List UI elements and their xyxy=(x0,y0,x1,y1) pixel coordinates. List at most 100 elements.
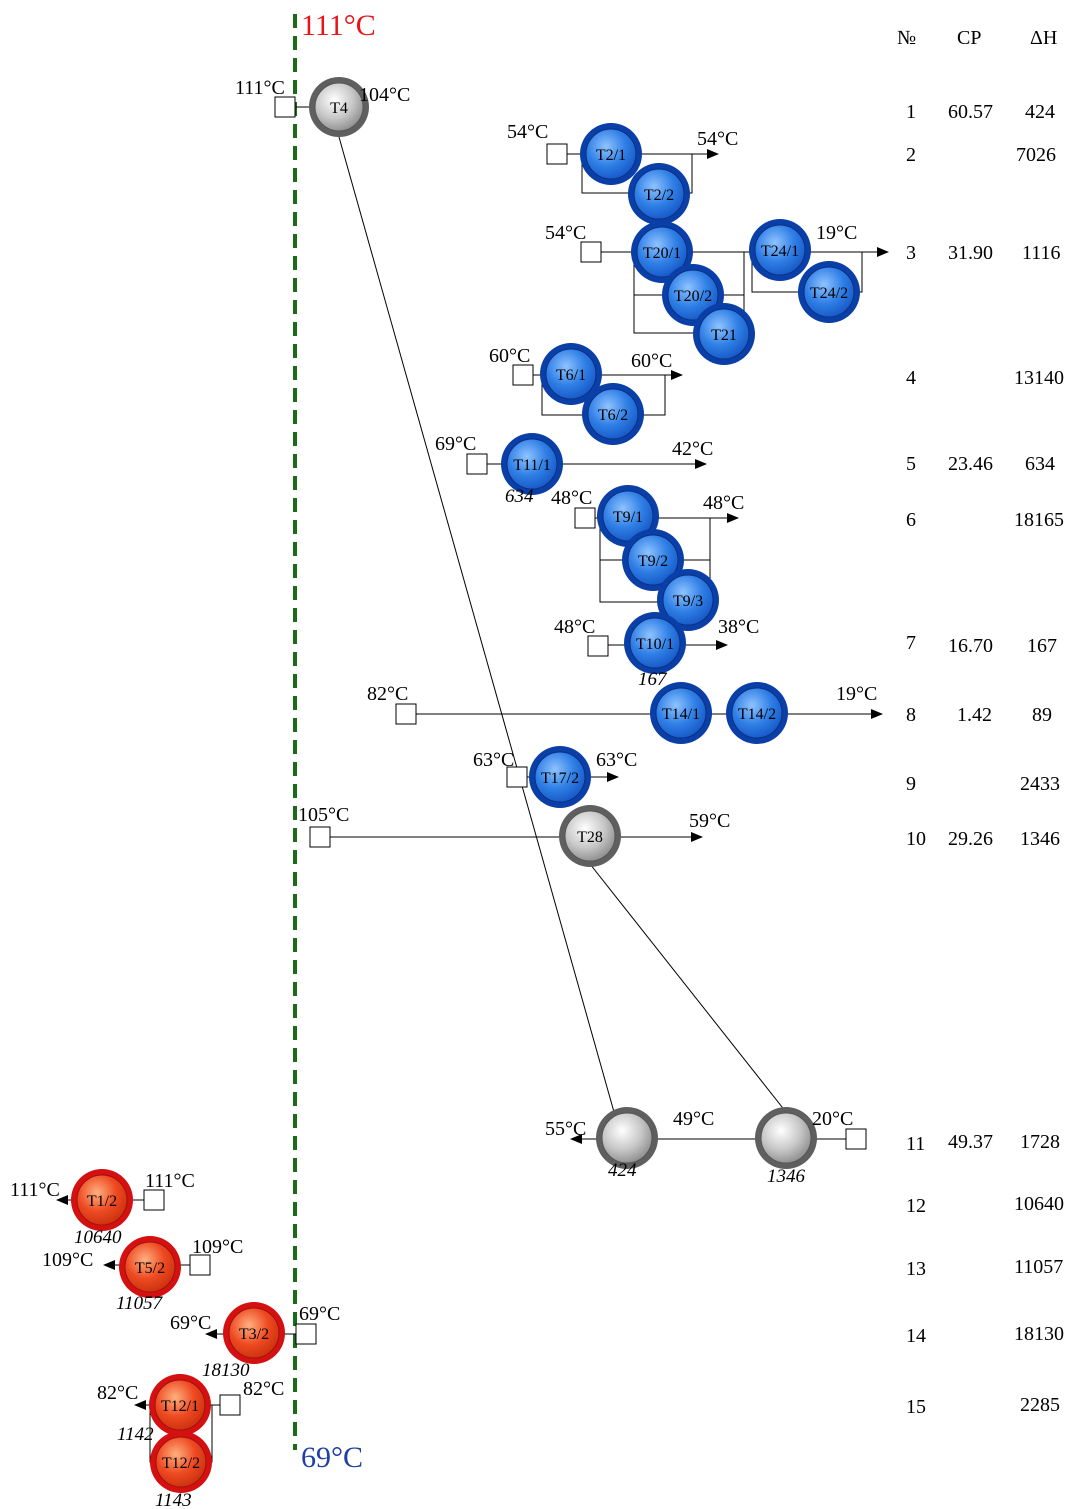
match-connector xyxy=(338,136,615,1113)
table-header-no: № xyxy=(897,27,916,49)
temp-label: 20°C xyxy=(812,1108,853,1130)
table-row: 15 2285 xyxy=(906,1394,1060,1418)
unit-T3/2[interactable]: T3/2 xyxy=(223,1302,285,1364)
pinch-top-label: 111°C xyxy=(301,9,376,42)
table-row: 2 7026 xyxy=(906,144,1056,166)
table-row: 9 2433 xyxy=(906,773,1060,795)
row-cp: 1.42 xyxy=(957,704,992,726)
unit-T14/2[interactable]: T14/2 xyxy=(726,682,788,744)
unit-T2/2[interactable]: T2/2 xyxy=(628,163,690,225)
unit-T9/3[interactable]: T9/3 xyxy=(657,569,719,631)
row-dh: 634 xyxy=(1025,453,1055,475)
table-row: 1 60.57 424 xyxy=(906,101,1055,123)
pinch-bottom-label: 69°C xyxy=(301,1441,363,1474)
table-row: 13 11057 xyxy=(906,1256,1063,1280)
temp-label: 69°C xyxy=(435,433,476,455)
unit-label: T1/2 xyxy=(87,1193,117,1210)
temp-label: 104°C xyxy=(359,84,410,106)
unit-label: T17/2 xyxy=(541,770,579,787)
table-row: 12 10640 xyxy=(906,1193,1064,1217)
row-no: 12 xyxy=(906,1195,926,1217)
unit-T17/2[interactable]: T17/2 xyxy=(529,746,591,808)
unit-label: T20/2 xyxy=(674,288,712,305)
temp-label: 60°C xyxy=(631,350,672,372)
row-cp: 60.57 xyxy=(948,101,993,123)
unit-label: T4 xyxy=(330,100,348,117)
unit-label: T21 xyxy=(711,327,737,344)
temp-label: 63°C xyxy=(596,749,637,771)
unit-label: T9/1 xyxy=(613,509,643,526)
row-dh: 167 xyxy=(1027,635,1057,657)
unit-T10/1[interactable]: T10/1 xyxy=(624,612,686,674)
row-dh: 1346 xyxy=(1020,828,1060,850)
unit-T4[interactable]: T4 xyxy=(309,77,369,137)
branch-line xyxy=(633,252,745,334)
temp-label: 82°C xyxy=(243,1378,284,1400)
row-dh: 2285 xyxy=(1020,1394,1060,1416)
row-no: 11 xyxy=(906,1133,925,1155)
table-row: 4 13140 xyxy=(906,367,1064,389)
unit-label: T28 xyxy=(577,829,603,846)
unit-label: T9/3 xyxy=(673,593,703,610)
row-dh: 13140 xyxy=(1014,367,1064,389)
unit-T12/2[interactable]: T12/2 xyxy=(150,1431,212,1493)
temp-label: 82°C xyxy=(97,1382,138,1404)
unit-T6/2[interactable]: T6/2 xyxy=(582,383,644,445)
unit-HX2[interactable] xyxy=(755,1107,817,1169)
unit-T24/2[interactable]: T24/2 xyxy=(798,261,860,323)
temp-label: 69°C xyxy=(299,1303,340,1325)
row-dh: 18130 xyxy=(1014,1323,1064,1345)
stream-source-square xyxy=(309,826,331,848)
temp-label: 49°C xyxy=(673,1108,714,1130)
unit-T28[interactable]: T28 xyxy=(559,805,621,867)
unit-T20/1[interactable]: T20/1 xyxy=(631,221,693,283)
table-row: 7 16.70 167 xyxy=(906,632,1057,657)
row-dh: 1116 xyxy=(1022,242,1061,264)
unit-T14/1[interactable]: T14/1 xyxy=(650,682,712,744)
temp-label: 63°C xyxy=(473,749,514,771)
unit-label: T9/2 xyxy=(638,553,668,570)
unit-label: T24/2 xyxy=(810,285,848,302)
row-dh: 11057 xyxy=(1014,1256,1063,1278)
unit-label: T14/2 xyxy=(738,706,776,723)
unit-T6/1[interactable]: T6/1 xyxy=(540,343,602,405)
unit-T9/2[interactable]: T9/2 xyxy=(622,529,684,591)
unit-HX1[interactable] xyxy=(596,1107,658,1169)
stream-sources xyxy=(143,96,867,1416)
row-no: 14 xyxy=(906,1325,926,1347)
row-no: 15 xyxy=(906,1396,926,1418)
temp-label: 38°C xyxy=(718,616,759,638)
unit-T2/1[interactable]: T2/1 xyxy=(580,123,642,185)
temp-label: 48°C xyxy=(554,616,595,638)
stream-source-square xyxy=(295,1323,317,1345)
unit-T1/2[interactable]: T1/2 xyxy=(71,1169,133,1231)
table-header-dh: ΔH xyxy=(1030,27,1057,49)
unit-label: T14/1 xyxy=(662,706,700,723)
duty-label: 167 xyxy=(638,669,668,690)
temp-label: 69°C xyxy=(170,1312,211,1334)
temp-label: 111°C xyxy=(10,1179,60,1201)
temp-label: 111°C xyxy=(145,1170,195,1192)
stream-source-square xyxy=(506,766,528,788)
temp-label: 59°C xyxy=(689,810,730,832)
row-dh: 2433 xyxy=(1020,773,1060,795)
unit-T21[interactable]: T21 xyxy=(693,303,755,365)
unit-T12/1[interactable]: T12/1 xyxy=(149,1374,211,1436)
duty-label: 424 xyxy=(608,1160,637,1181)
temp-label: 48°C xyxy=(703,492,744,514)
row-cp: 31.90 xyxy=(948,242,993,264)
temp-label: 82°C xyxy=(367,683,408,705)
unit-T24/1[interactable]: T24/1 xyxy=(749,219,811,281)
duty-label: 18130 xyxy=(202,1360,250,1381)
row-cp: 23.46 xyxy=(948,453,993,475)
table-row: 3 31.90 1116 xyxy=(906,242,1061,264)
unit-T11/1[interactable]: T11/1 xyxy=(501,433,563,495)
row-no: 6 xyxy=(906,509,916,531)
stream-lines xyxy=(56,102,889,1463)
row-dh: 89 xyxy=(1032,704,1052,726)
unit-T5/2[interactable]: T5/2 xyxy=(119,1236,181,1298)
temperature-labels: 111°C 104°C 54°C 54°C 54°C 19°C 60°C 60°… xyxy=(10,77,877,1404)
stream-source-square xyxy=(512,364,534,386)
